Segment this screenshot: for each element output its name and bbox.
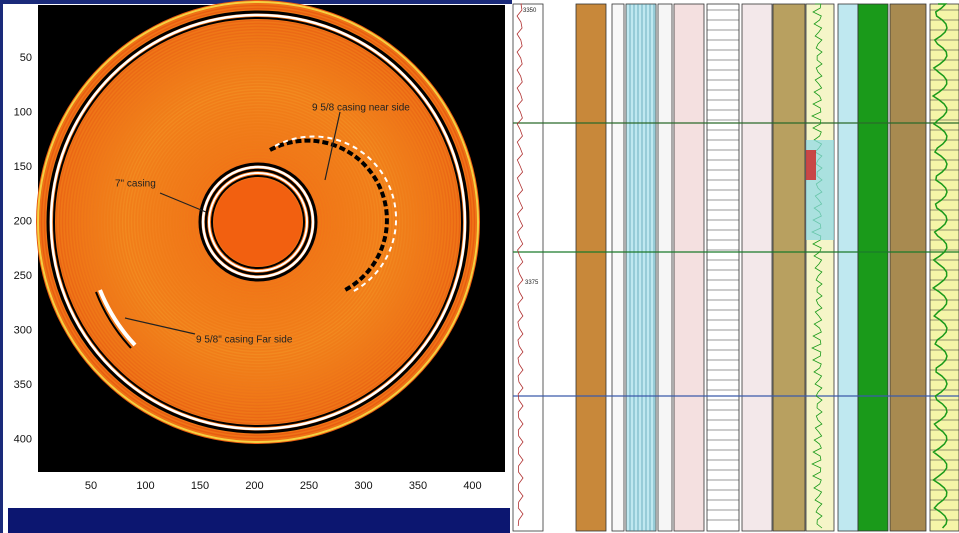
log-track xyxy=(890,4,926,531)
x-tick-label: 300 xyxy=(354,480,372,492)
y-tick-label: 150 xyxy=(14,161,32,173)
y-tick-label: 300 xyxy=(14,324,32,336)
depth-label: 3350 xyxy=(523,8,537,14)
log-track xyxy=(773,4,805,531)
x-tick-label: 50 xyxy=(85,480,97,492)
log-track xyxy=(838,4,858,531)
x-tick-label: 400 xyxy=(463,480,481,492)
log-track xyxy=(626,4,656,531)
x-tick-label: 250 xyxy=(300,480,318,492)
log-track xyxy=(513,4,543,531)
depth-label: 3375 xyxy=(525,280,539,286)
annotation: 9 5/8" casing Far side xyxy=(196,335,293,346)
inner-bore xyxy=(214,178,302,266)
log-tracks xyxy=(513,4,959,531)
annotation: 9 5/8 casing near side xyxy=(312,103,410,114)
log-track xyxy=(707,4,739,531)
annotation: 7" casing xyxy=(115,179,156,190)
y-tick-label: 100 xyxy=(14,106,32,118)
facies-highlight xyxy=(806,150,816,180)
y-tick-label: 400 xyxy=(14,433,32,445)
page: {"image_panel": {"x_ticks": [50, 100, 15… xyxy=(0,0,959,533)
log-track xyxy=(742,4,772,531)
x-tick-label: 150 xyxy=(191,480,209,492)
y-tick-label: 200 xyxy=(14,215,32,227)
y-tick-label: 350 xyxy=(14,379,32,391)
screenshot: 9 5/8 casing near side 7" casing 9 5/8" … xyxy=(0,0,959,533)
y-tick-label: 50 xyxy=(20,52,32,64)
log-track xyxy=(612,4,624,531)
y-tick-label: 250 xyxy=(14,270,32,282)
x-tick-label: 100 xyxy=(136,480,154,492)
left-band xyxy=(0,0,3,533)
log-track xyxy=(576,4,606,531)
log-track xyxy=(858,4,888,531)
x-tick-label: 200 xyxy=(245,480,263,492)
ultrasonic-image xyxy=(36,0,480,444)
x-tick-label: 350 xyxy=(409,480,427,492)
log-track xyxy=(806,4,834,531)
log-track xyxy=(674,4,704,531)
log-track xyxy=(658,4,672,531)
bottom-band xyxy=(8,508,510,533)
